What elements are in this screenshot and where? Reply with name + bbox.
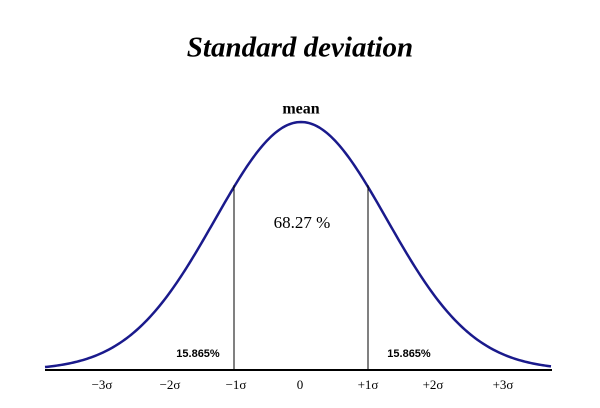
axis-label: −2σ bbox=[160, 377, 181, 392]
title: Standard deviation bbox=[187, 32, 413, 64]
mean-label: mean bbox=[282, 101, 319, 118]
axis-label: +2σ bbox=[423, 377, 444, 392]
axis-labels: −3σ −2σ −1σ 0 +1σ +2σ +3σ bbox=[92, 377, 514, 392]
axis-label: −1σ bbox=[226, 377, 247, 392]
axis-label: 0 bbox=[297, 377, 304, 392]
axis-label: −3σ bbox=[92, 377, 113, 392]
axis-label: +1σ bbox=[358, 377, 379, 392]
tail-label: 15.865% bbox=[176, 348, 220, 360]
axis-label: +3σ bbox=[493, 377, 514, 392]
tail-label: 15.865% bbox=[387, 348, 431, 360]
center-label: 68.27 % bbox=[274, 213, 331, 232]
bell-curve bbox=[44, 120, 552, 369]
